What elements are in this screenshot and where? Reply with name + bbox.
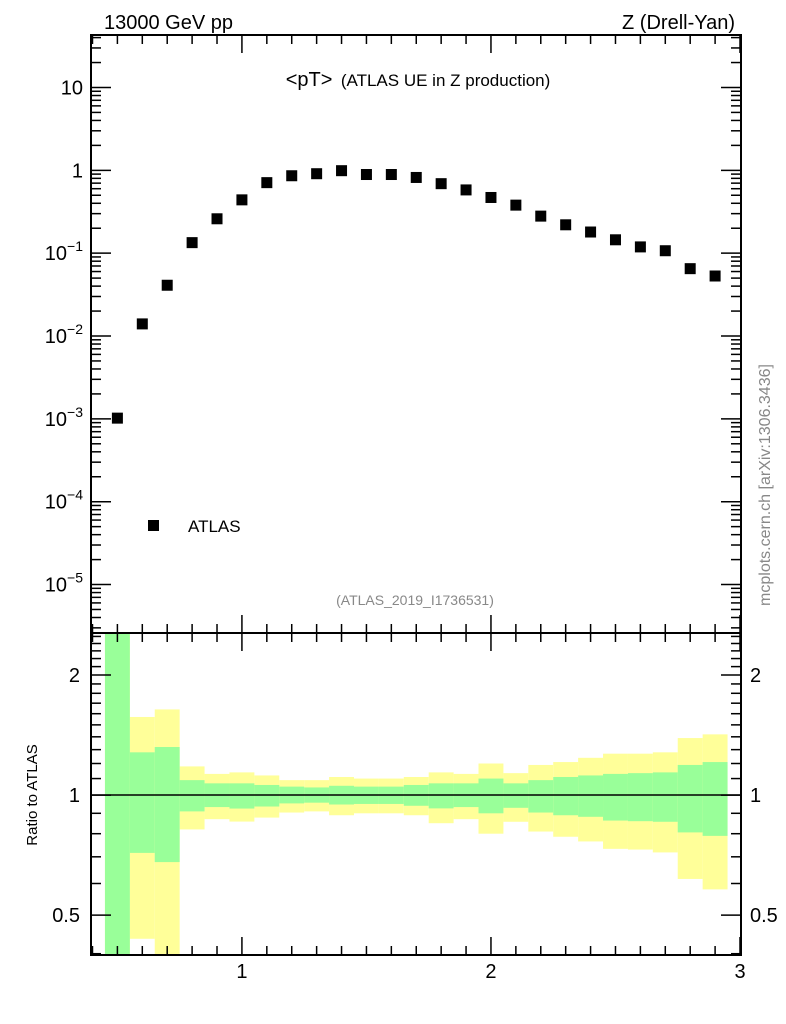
ratio-y-tick-label-left: 2 — [69, 665, 80, 687]
data-point — [236, 194, 248, 206]
x-tick-label: 3 — [734, 961, 745, 983]
data-point — [585, 226, 597, 238]
x-tick-label: 1 — [236, 961, 247, 983]
plot-title: <pT> (ATLAS UE in Z production) — [286, 69, 551, 91]
data-point — [510, 199, 522, 211]
stat_uncertainty-band — [528, 780, 554, 813]
y-tick-label: 10−1 — [45, 238, 83, 265]
data-point — [659, 245, 671, 257]
data-point — [609, 234, 621, 246]
y-tick-label: 1 — [72, 160, 83, 182]
stat_uncertainty-band — [129, 752, 155, 853]
ratio-y-tick-label-right: 0.5 — [750, 905, 778, 927]
ratio-y-tick-label-right: 2 — [750, 665, 761, 687]
analysis-id: (ATLAS_2019_I1736531) — [336, 592, 494, 608]
data-point — [311, 168, 323, 180]
stat_uncertainty-band — [179, 780, 205, 812]
data-point — [385, 169, 397, 181]
x-tick-label: 2 — [485, 961, 496, 983]
side-label: mcplots.cern.ch [arXiv:1306.3436] — [757, 364, 774, 606]
stat_uncertainty-band — [578, 775, 604, 817]
stat_uncertainty-band — [677, 764, 703, 833]
ratio-y-tick-label-left: 1 — [69, 785, 80, 807]
ratio-panel-frame — [90, 632, 742, 956]
y-tick-label: 10−4 — [45, 487, 83, 514]
stat_uncertainty-band — [652, 772, 678, 822]
stat_uncertainty-band — [229, 783, 255, 809]
data-point — [161, 279, 173, 291]
data-point — [336, 165, 348, 177]
ratio-y-tick-label-right: 1 — [750, 785, 761, 807]
data-point — [460, 184, 472, 196]
y-tick-label: 10−2 — [45, 321, 83, 348]
data-point — [535, 210, 547, 222]
data-point — [435, 178, 447, 190]
stat_uncertainty-band — [553, 776, 579, 816]
stat_uncertainty-band — [627, 773, 653, 822]
data-point — [136, 318, 148, 330]
stat_uncertainty-band — [428, 783, 454, 809]
data-point — [186, 237, 198, 249]
plot-title-sub: (ATLAS UE in Z production) — [341, 71, 550, 90]
main-panel-frame — [90, 34, 742, 634]
data-point — [211, 213, 223, 225]
tick-labels: 10−5 10−4 10−3 10−2 10−1 1 10 0.5 0.5 1 1 2 2 1 2 3 — [45, 77, 778, 983]
stat_uncertainty-band — [104, 633, 130, 955]
stat_uncertainty-band — [154, 746, 180, 863]
ratio-bands — [104, 633, 728, 955]
data-point — [560, 219, 572, 231]
y-tick-label: 10−3 — [45, 404, 83, 431]
legend-label: ATLAS — [188, 517, 241, 536]
header-left: 13000 GeV pp — [104, 12, 233, 34]
stat_uncertainty-band — [702, 762, 728, 836]
y-tick-label: 10−5 — [45, 570, 83, 597]
data-points — [111, 165, 721, 424]
data-point — [360, 169, 372, 181]
data-point — [410, 171, 422, 183]
legend-marker — [148, 520, 159, 531]
y-tick-label: 10 — [61, 77, 83, 99]
data-point — [709, 270, 721, 282]
data-point — [261, 177, 273, 189]
data-point — [286, 170, 298, 182]
data-point — [485, 191, 497, 203]
data-point — [684, 263, 696, 275]
plot-title-main: <pT> — [286, 69, 333, 91]
header-right: Z (Drell-Yan) — [622, 12, 735, 34]
data-point — [634, 241, 646, 253]
ratio-y-tick-label-left: 0.5 — [52, 905, 80, 927]
ratio-y-label: Ratio to ATLAS — [24, 744, 41, 845]
data-point — [111, 412, 123, 424]
stat_uncertainty-band — [478, 778, 504, 814]
stat_uncertainty-band — [603, 773, 628, 821]
